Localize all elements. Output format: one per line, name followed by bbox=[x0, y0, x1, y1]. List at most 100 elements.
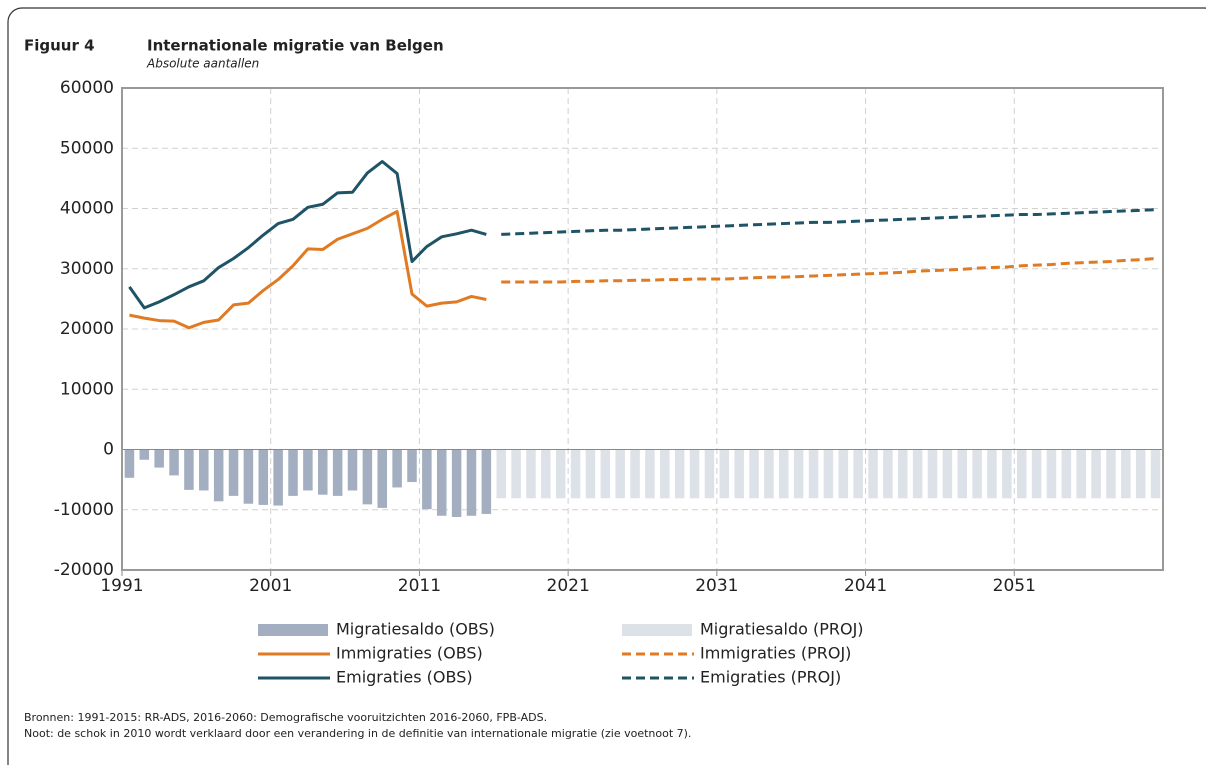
x-tick-label: 2001 bbox=[249, 576, 292, 596]
bar bbox=[808, 449, 819, 499]
bar bbox=[749, 449, 759, 499]
bar bbox=[912, 449, 923, 499]
figure-label: Figuur 4 bbox=[24, 37, 95, 55]
legend-label: Emigraties (OBS) bbox=[336, 668, 473, 687]
bar bbox=[228, 449, 239, 496]
bar bbox=[897, 449, 908, 499]
x-tick-label: 2011 bbox=[398, 576, 441, 596]
bar bbox=[496, 449, 506, 499]
bar bbox=[660, 449, 670, 499]
bar bbox=[243, 449, 254, 504]
bar bbox=[942, 449, 953, 499]
bar bbox=[674, 449, 685, 499]
bar bbox=[957, 449, 967, 499]
bar bbox=[1031, 449, 1042, 499]
bar bbox=[1016, 449, 1027, 499]
bar bbox=[124, 449, 135, 478]
bar bbox=[303, 449, 313, 491]
x-tick-label: 2041 bbox=[844, 576, 887, 596]
bar bbox=[972, 449, 982, 499]
y-tick-label: 40000 bbox=[60, 199, 114, 219]
bar bbox=[704, 449, 715, 499]
bar bbox=[1135, 449, 1146, 499]
chart-title: Internationale migratie van Belgen bbox=[147, 37, 444, 55]
legend-swatch bbox=[622, 624, 692, 636]
bar bbox=[734, 449, 744, 499]
bar bbox=[273, 449, 283, 506]
bar bbox=[362, 449, 373, 505]
bar bbox=[853, 449, 863, 499]
x-tick-label: 2031 bbox=[695, 576, 738, 596]
x-tick-label: 2021 bbox=[547, 576, 590, 596]
plot-border bbox=[121, 87, 1164, 571]
bar bbox=[139, 449, 150, 460]
line bbox=[129, 210, 487, 330]
bar bbox=[154, 449, 164, 468]
note: Bronnen: 1991-2015: RR-ADS, 2016-2060: D… bbox=[24, 711, 547, 724]
legend-swatch bbox=[258, 624, 328, 636]
bar bbox=[1061, 449, 1072, 499]
bar bbox=[1076, 449, 1086, 499]
y-tick-label: 10000 bbox=[60, 379, 114, 399]
bar bbox=[823, 449, 834, 499]
bar bbox=[987, 449, 997, 499]
line bbox=[501, 208, 1156, 236]
bar bbox=[407, 449, 417, 483]
bar bbox=[555, 449, 566, 499]
bar bbox=[645, 449, 655, 499]
bar bbox=[199, 449, 209, 491]
bar bbox=[1106, 449, 1116, 499]
bar bbox=[481, 449, 492, 514]
y-tick-label: 20000 bbox=[60, 319, 114, 339]
bar bbox=[1046, 449, 1057, 499]
bar bbox=[213, 449, 224, 502]
note: Noot: de schok in 2010 wordt verklaard d… bbox=[24, 727, 691, 740]
bar bbox=[332, 449, 343, 496]
chart-subtitle: Absolute aantallen bbox=[146, 57, 259, 71]
x-tick-label: 1991 bbox=[100, 576, 143, 596]
line bbox=[128, 160, 487, 310]
y-tick-label: -20000 bbox=[54, 560, 114, 580]
bar bbox=[392, 449, 402, 488]
x-tick-label: 2051 bbox=[993, 576, 1036, 596]
bar bbox=[422, 449, 432, 510]
frame bbox=[7, 7, 1206, 769]
legend-label: Migratiesaldo (OBS) bbox=[336, 620, 495, 639]
bar bbox=[689, 449, 700, 499]
bar bbox=[630, 449, 640, 499]
bar bbox=[511, 449, 521, 499]
bar bbox=[883, 449, 893, 499]
bar bbox=[793, 449, 804, 499]
bar bbox=[347, 449, 358, 491]
bar bbox=[764, 449, 774, 499]
bar bbox=[184, 449, 194, 490]
bar bbox=[258, 449, 269, 505]
bar bbox=[1121, 449, 1131, 499]
bar bbox=[585, 449, 596, 499]
y-tick-label: 30000 bbox=[60, 259, 114, 279]
bar bbox=[779, 449, 789, 499]
bar bbox=[719, 449, 730, 499]
bar bbox=[600, 449, 611, 499]
bar bbox=[570, 449, 581, 499]
bar bbox=[377, 449, 388, 508]
bar bbox=[541, 449, 551, 499]
y-tick-label: -10000 bbox=[54, 500, 114, 520]
bar bbox=[927, 449, 938, 499]
bar bbox=[1091, 449, 1101, 499]
bar bbox=[615, 449, 625, 499]
bar bbox=[838, 449, 849, 499]
bar bbox=[451, 449, 462, 517]
y-tick-label: 50000 bbox=[60, 138, 114, 158]
y-tick-label: 0 bbox=[103, 440, 114, 460]
bar bbox=[1150, 449, 1161, 499]
bar bbox=[288, 449, 298, 496]
legend-label: Immigraties (OBS) bbox=[336, 644, 483, 663]
legend-label: Migratiesaldo (PROJ) bbox=[700, 620, 864, 639]
bar bbox=[526, 449, 536, 499]
bar bbox=[466, 449, 477, 516]
bar bbox=[868, 449, 878, 499]
bar bbox=[169, 449, 179, 476]
bar bbox=[318, 449, 328, 495]
